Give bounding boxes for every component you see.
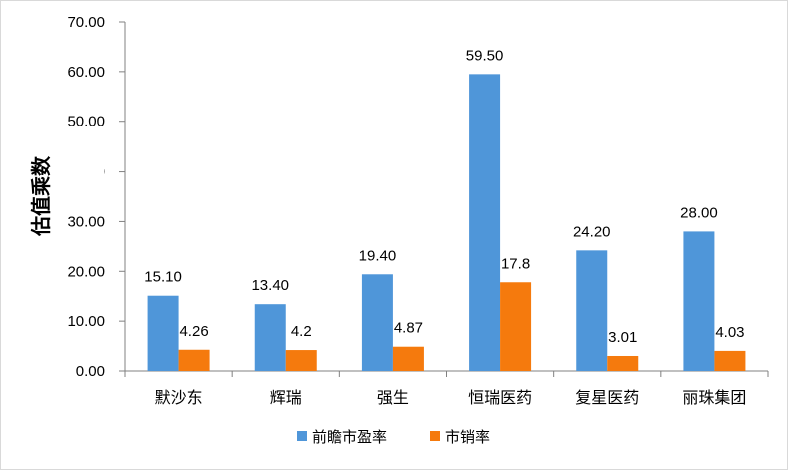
legend: 前瞻市盈率 市销率 xyxy=(297,428,490,446)
y-tick-label: 0.00 xyxy=(76,363,105,380)
x-tick-label: 复星医药 xyxy=(575,388,639,407)
bar xyxy=(607,355,639,371)
data-label: 13.40 xyxy=(251,277,289,294)
legend-label: 前瞻市盈率 xyxy=(312,428,387,446)
bar xyxy=(714,350,746,371)
data-label: 17.8 xyxy=(501,255,530,272)
data-label: 28.00 xyxy=(680,204,718,221)
y-tick-label: 20.00 xyxy=(67,263,105,280)
legend-label: 市销率 xyxy=(445,428,490,446)
legend-swatch xyxy=(430,431,440,441)
data-label: 24.20 xyxy=(573,223,611,240)
data-label: 4.03 xyxy=(715,324,744,341)
data-label: 15.10 xyxy=(144,269,182,286)
bar xyxy=(469,74,501,371)
y-tick-label: 30.00 xyxy=(67,213,105,230)
x-tick-label: 默沙东 xyxy=(155,388,203,407)
data-label: 3.01 xyxy=(608,329,637,346)
bar xyxy=(500,282,532,371)
legend-swatch xyxy=(297,431,307,441)
bars xyxy=(147,74,746,371)
y-tick-label: 70.00 xyxy=(67,14,105,31)
bar xyxy=(683,231,715,371)
bar xyxy=(285,350,317,371)
bar xyxy=(576,250,608,371)
data-label: 19.40 xyxy=(359,247,397,264)
bar xyxy=(361,274,393,371)
y-tick-label: 60.00 xyxy=(67,64,105,81)
data-label: 4.87 xyxy=(394,320,423,337)
data-label: 4.26 xyxy=(179,323,208,340)
bar xyxy=(147,295,179,371)
x-tick-label: 强生 xyxy=(377,388,409,407)
x-tick-label: 辉瑞 xyxy=(270,388,302,407)
bar xyxy=(392,346,424,371)
data-label: 59.50 xyxy=(466,47,504,64)
y-axis-label: 估值乘数 xyxy=(29,155,53,237)
data-label: 4.2 xyxy=(291,323,312,340)
y-label-background xyxy=(28,126,104,204)
bar xyxy=(254,304,286,371)
x-tick-label: 丽珠集团 xyxy=(682,388,746,407)
data-labels: 15.10 13.40 19.40 59.50 24.20 28.00 4.26 4.2 4.8… xyxy=(144,47,744,346)
bar xyxy=(178,349,210,371)
x-tick-label: 恒瑞医药 xyxy=(468,388,532,407)
y-tick-label: 10.00 xyxy=(67,313,105,330)
x-axis: 默沙东 辉瑞 强生 恒瑞医药 复星医药 丽珠集团 xyxy=(124,370,769,407)
